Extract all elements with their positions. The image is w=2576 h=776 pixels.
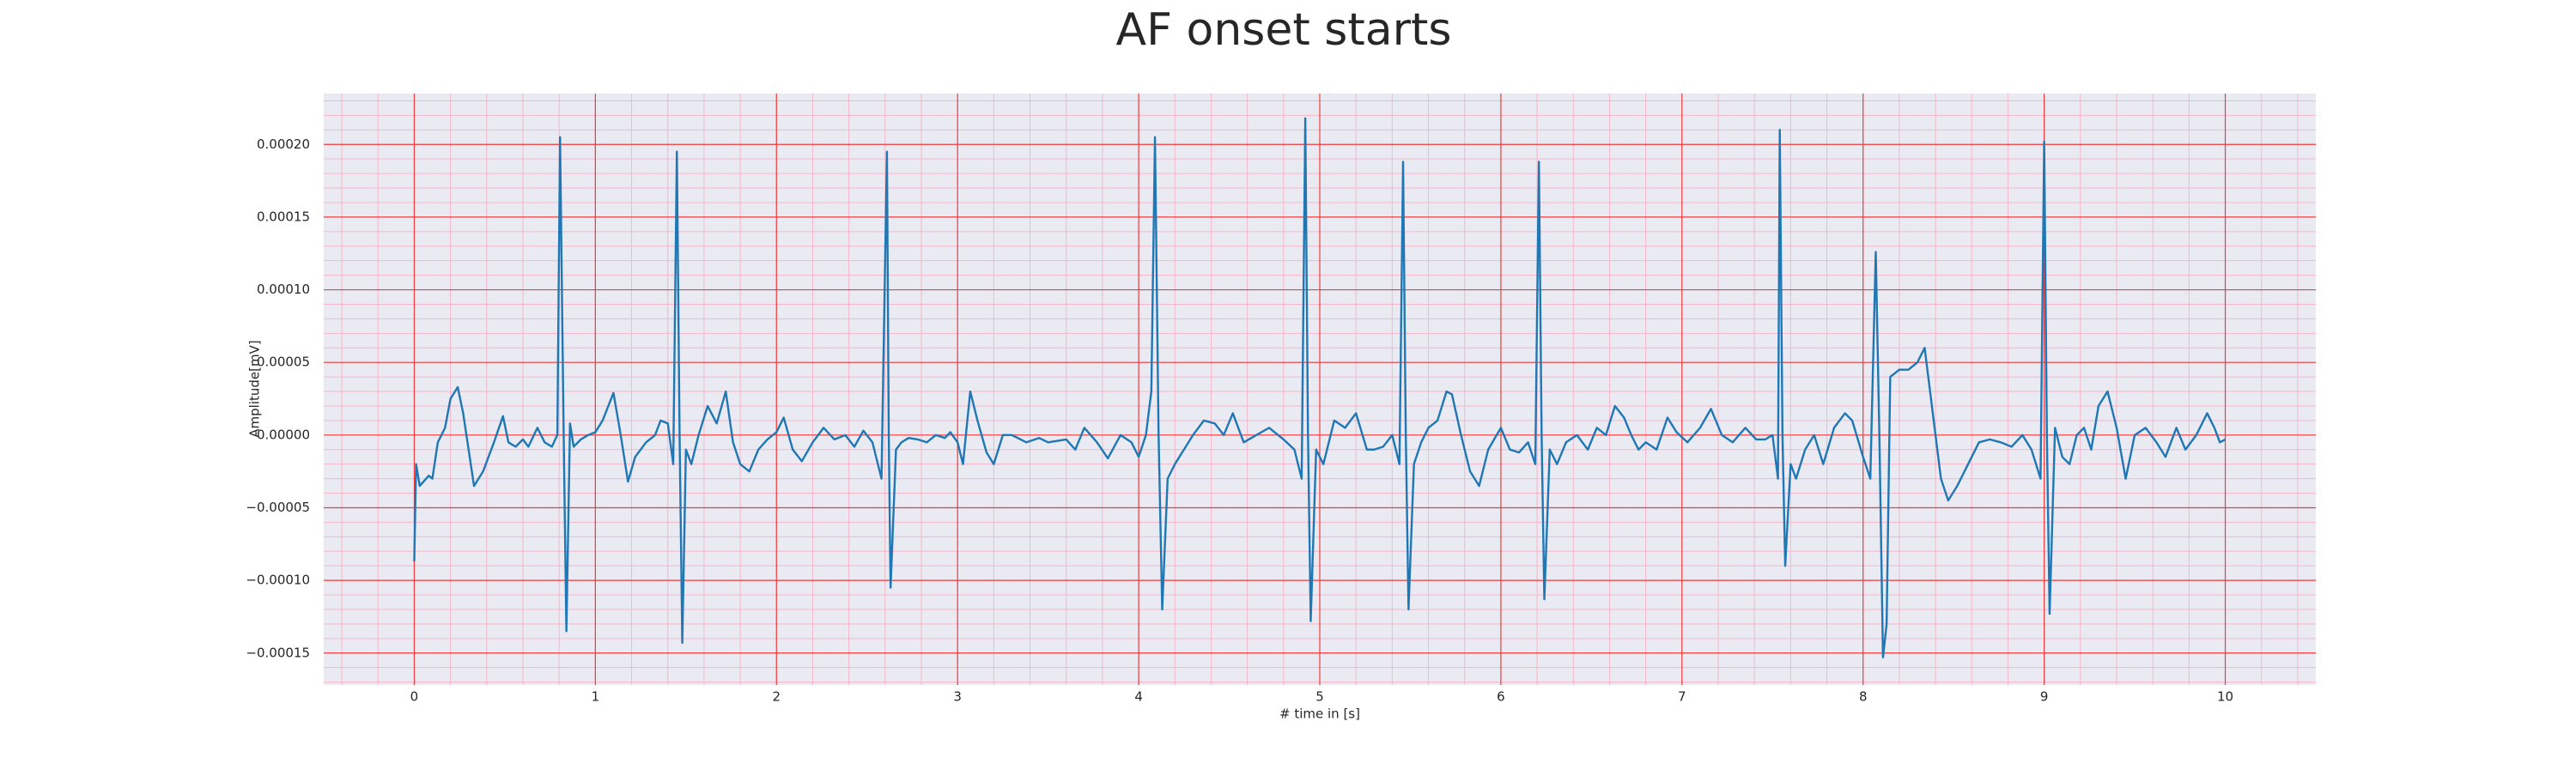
y-tick-label: −0.00005 [246,500,310,515]
x-tick-label: 3 [953,689,962,705]
ecg-line [413,117,2227,659]
y-tick-label: −0.00015 [246,645,310,660]
y-tick-label: 0.00005 [257,355,310,370]
major-grid [324,94,2316,685]
x-tick-label: 9 [2040,689,2049,705]
y-tick-label: 0.00020 [257,136,310,152]
x-tick-label: 6 [1497,689,1505,705]
x-axis-label: # time in [s] [1279,706,1360,722]
x-tick-label: 10 [2217,689,2233,705]
chart-title: AF onset starts [1116,4,1452,56]
y-tick-label: −0.00010 [246,573,310,588]
y-tick-label: 0.00015 [257,209,310,224]
x-tick-label: 0 [410,689,419,705]
x-tick-label: 4 [1134,689,1143,705]
x-tick-label: 5 [1315,689,1324,705]
x-tick-label: 7 [1678,689,1686,705]
y-tick-label: 0.00010 [257,282,310,297]
x-tick-label: 8 [1859,689,1868,705]
x-tick-label: 1 [592,689,600,705]
y-axis-label: Amplitude[mV] [247,340,263,437]
x-tick-label: 2 [772,689,781,705]
y-tick-label: 0.00000 [257,427,310,442]
